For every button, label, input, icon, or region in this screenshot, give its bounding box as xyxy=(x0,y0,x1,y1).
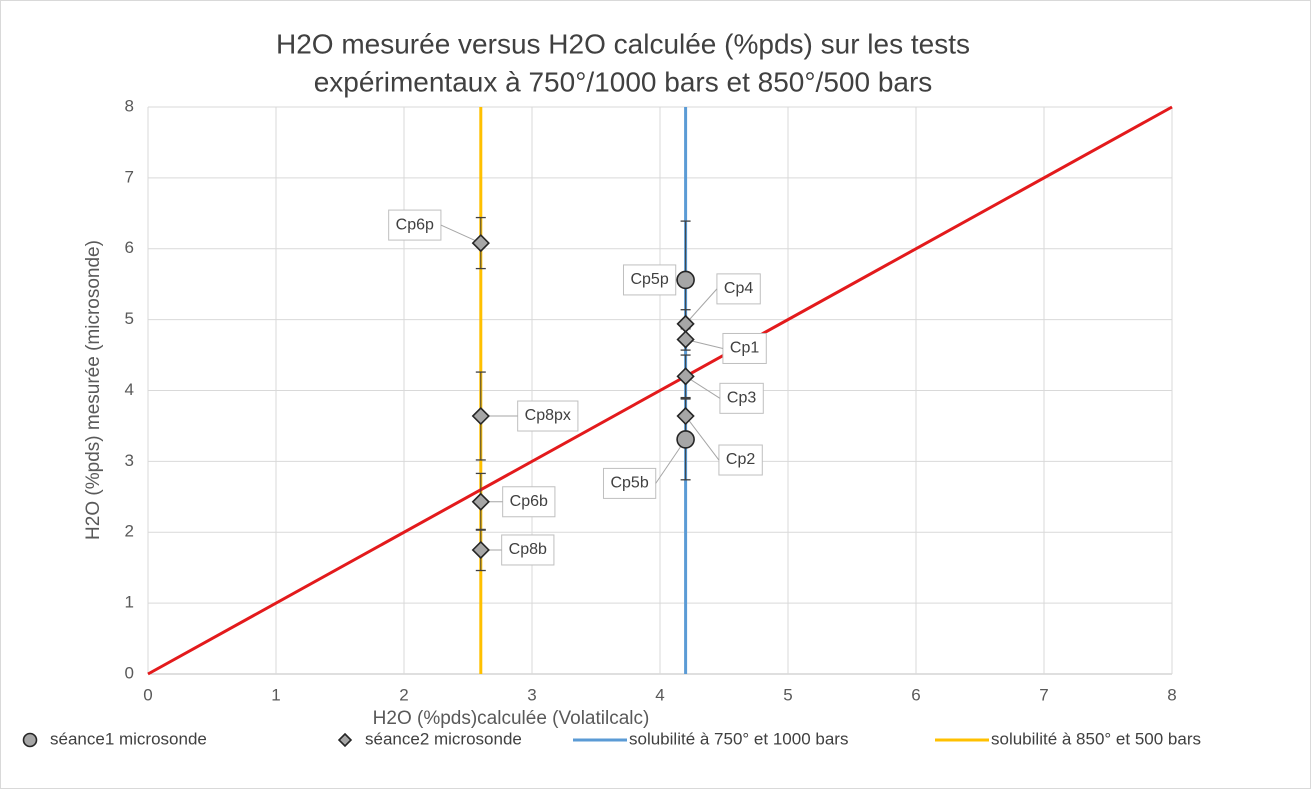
legend-label: solubilité à 850° et 500 bars xyxy=(991,729,1201,748)
y-tick-label: 4 xyxy=(125,380,134,399)
point xyxy=(676,406,695,426)
legend-label: solubilité à 750° et 1000 bars xyxy=(629,729,848,748)
y-tick-label: 2 xyxy=(125,522,134,541)
chart-title: expérimentaux à 750°/1000 bars et 850°/5… xyxy=(314,66,933,97)
x-tick-label: 4 xyxy=(655,685,664,704)
data-label: Cp6p xyxy=(396,216,434,233)
point xyxy=(676,330,695,349)
leader-line xyxy=(685,375,721,399)
x-tick-label: 3 xyxy=(527,685,536,704)
point xyxy=(676,430,695,449)
label-box xyxy=(718,444,763,476)
label-box xyxy=(502,486,556,518)
label-box xyxy=(719,382,764,414)
y-tick-label: 3 xyxy=(125,451,134,470)
leader-line xyxy=(685,288,718,325)
x-tick-label: 7 xyxy=(1039,685,1048,704)
data-label: Cp2 xyxy=(726,451,755,468)
data-label: Cp3 xyxy=(727,390,756,407)
x-tick-label: 1 xyxy=(271,685,280,704)
reference-line xyxy=(147,105,1173,676)
y-axis-title: H2O (%pds) mesurée (microsonde) xyxy=(83,240,104,540)
point xyxy=(471,492,490,511)
legend-label: séance1 microsonde xyxy=(50,729,207,748)
legend-swatch xyxy=(337,732,353,748)
legend-swatch xyxy=(22,732,38,748)
data-label: Cp8px xyxy=(525,407,571,424)
y-tick-label: 7 xyxy=(125,167,134,186)
y-tick-label: 6 xyxy=(125,238,134,257)
x-tick-label: 8 xyxy=(1167,685,1176,704)
x-tick-label: 5 xyxy=(783,685,792,704)
x-tick-label: 0 xyxy=(143,685,152,704)
label-box xyxy=(722,332,767,364)
data-label: Cp6b xyxy=(510,493,548,510)
x-axis-title: H2O (%pds)calculée (Volatilcalc) xyxy=(373,708,650,729)
data-label: Cp1 xyxy=(730,340,759,357)
point xyxy=(471,540,490,560)
x-tick-label: 6 xyxy=(911,685,920,704)
x-tick-label: 2 xyxy=(399,685,408,704)
point xyxy=(471,406,490,426)
data-label: Cp5b xyxy=(610,475,648,492)
label-box xyxy=(388,209,442,241)
y-tick-label: 1 xyxy=(125,593,134,612)
data-label: Cp8b xyxy=(509,541,547,558)
label-box xyxy=(622,264,677,296)
point xyxy=(676,367,695,386)
data-label: Cp4 xyxy=(724,280,753,297)
legend-label: séance2 microsonde xyxy=(365,729,522,748)
leader-line xyxy=(685,415,720,461)
y-tick-label: 8 xyxy=(125,96,134,115)
point xyxy=(676,270,695,290)
data-label: Cp5p xyxy=(630,271,668,288)
y-tick-label: 5 xyxy=(125,309,134,328)
point xyxy=(471,233,490,253)
leader-line xyxy=(440,224,482,244)
label-box xyxy=(501,534,555,566)
chart-title: H2O mesurée versus H2O calculée (%pds) s… xyxy=(276,28,970,59)
y-tick-label: 0 xyxy=(125,663,134,682)
